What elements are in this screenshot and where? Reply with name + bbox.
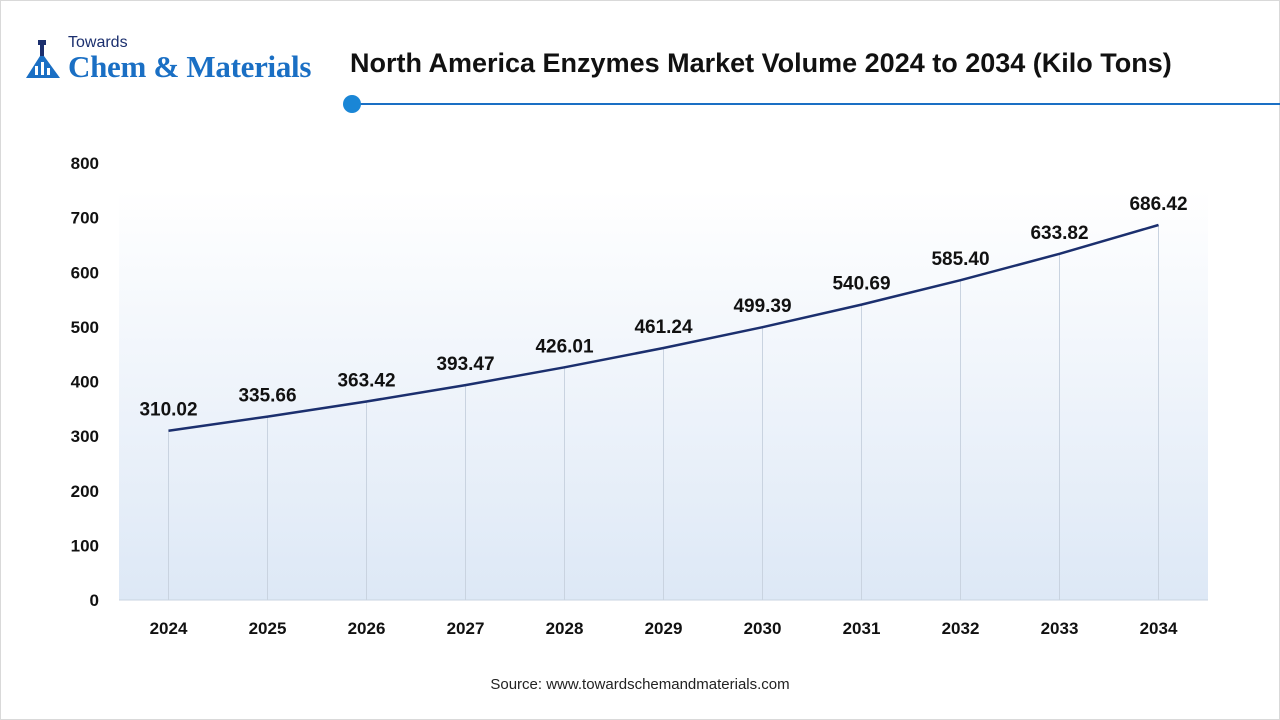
x-tick-label: 2027 (447, 619, 485, 638)
y-tick-label: 300 (71, 427, 99, 446)
y-axis-ticks: 0 100 200 300 400 500 600 700 800 (71, 154, 99, 610)
data-label: 461.24 (634, 317, 693, 338)
brand-logo: Towards Chem & Materials (22, 34, 332, 90)
brand-name: Chem & Materials (68, 49, 312, 84)
title-underline (352, 103, 1280, 105)
x-tick-label: 2032 (942, 619, 980, 638)
gridlines (119, 225, 1208, 601)
data-label: 426.01 (535, 336, 594, 357)
data-label: 310.02 (139, 400, 197, 421)
source-note: Source: www.towardschemandmaterials.com (490, 676, 790, 693)
flask-icon (26, 40, 60, 78)
x-tick-label: 2026 (348, 619, 386, 638)
y-tick-label: 600 (71, 263, 99, 282)
x-tick-label: 2024 (150, 619, 188, 638)
data-label: 585.40 (931, 249, 989, 270)
data-label: 499.39 (733, 296, 791, 317)
data-label: 540.69 (832, 274, 890, 295)
chart-title: North America Enzymes Market Volume 2024… (350, 48, 1172, 78)
x-tick-label: 2029 (645, 619, 683, 638)
brand-small-text: Towards (68, 34, 128, 51)
x-tick-label: 2034 (1140, 619, 1178, 638)
x-tick-label: 2028 (546, 619, 584, 638)
x-tick-label: 2025 (249, 619, 287, 638)
data-label: 335.66 (238, 386, 296, 407)
x-tick-label: 2031 (843, 619, 881, 638)
x-axis-ticks: 2024 2025 2026 2027 2028 2029 2030 2031 2032 2033… (150, 619, 1178, 638)
data-label: 363.42 (337, 370, 395, 391)
y-tick-label: 100 (71, 536, 99, 555)
title-bullet-dot (343, 95, 361, 113)
data-labels: 310.02 335.66 363.42 393.47 426.01 461.24 499.… (139, 194, 1187, 421)
y-tick-label: 700 (71, 209, 99, 228)
x-tick-label: 2033 (1041, 619, 1079, 638)
y-tick-label: 500 (71, 318, 99, 337)
series-line (168, 223, 1159, 432)
y-tick-label: 200 (71, 482, 99, 501)
y-tick-label: 400 (71, 373, 99, 392)
y-tick-label: 0 (90, 591, 99, 610)
x-tick-label: 2030 (744, 619, 782, 638)
data-label: 633.82 (1030, 223, 1088, 244)
y-tick-label: 800 (71, 154, 99, 173)
data-label: 686.42 (1129, 194, 1187, 215)
data-label: 393.47 (436, 354, 494, 375)
